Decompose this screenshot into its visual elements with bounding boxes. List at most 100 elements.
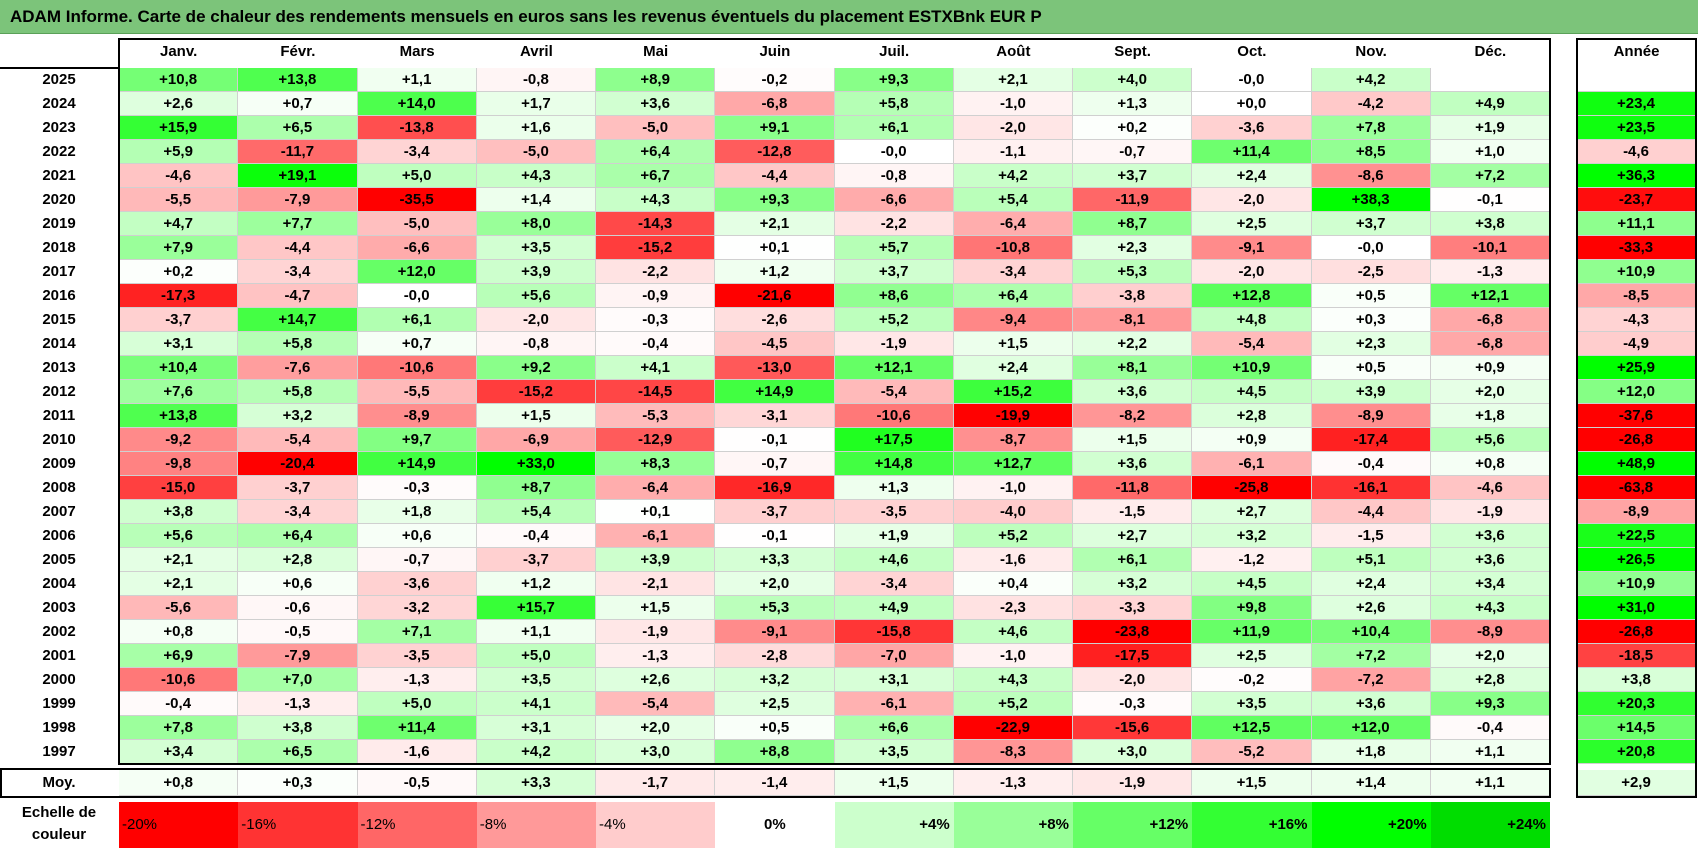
heatmap-cell: -1,9 (1430, 500, 1550, 524)
row-year-label: 2001 (42, 647, 76, 664)
heatmap-cell: +0,9 (1192, 428, 1312, 452)
heatmap-cell: +11,4 (1192, 140, 1312, 164)
heatmap-cell: -1,0 (953, 476, 1073, 500)
heatmap-cell: +3,6 (596, 92, 716, 116)
heatmap-cell: -6,8 (1430, 308, 1550, 332)
heatmap-cell: +15,9 (119, 116, 239, 140)
heatmap-cell: +8,7 (476, 476, 596, 500)
heatmap-cell: -8,9 (1430, 620, 1550, 644)
annual-cell: +10,9 (1577, 260, 1696, 284)
heatmap-cell: -0,0 (834, 140, 954, 164)
column-header: Sept. (1114, 43, 1151, 60)
annual-cell: -63,8 (1577, 476, 1696, 500)
heatmap-cell: -3,6 (357, 572, 477, 596)
heatmap-cell: +1,8 (1430, 404, 1550, 428)
heatmap-cell: +6,4 (953, 284, 1073, 308)
heatmap-cell: +9,2 (476, 356, 596, 380)
row-year-label: 2007 (42, 503, 76, 520)
heatmap-cell: +0,5 (1311, 284, 1431, 308)
heatmap-cell: +5,2 (953, 692, 1073, 716)
heatmap-cell: +1,5 (476, 404, 596, 428)
heatmap-cell: +3,1 (119, 332, 239, 356)
heatmap-cell: -0,4 (596, 332, 716, 356)
heatmap-cell: +14,0 (357, 92, 477, 116)
heatmap-cell: +1,1 (1430, 740, 1550, 764)
heatmap-cell: +1,5 (953, 332, 1073, 356)
heatmap-cell: +0,6 (357, 524, 477, 548)
row-year-label: 2005 (42, 551, 76, 568)
heatmap-cell: +0,8 (119, 620, 239, 644)
heatmap-cell: +3,9 (1311, 380, 1431, 404)
color-scale-label: Echelle de couleur (0, 802, 118, 848)
heatmap-cell: +3,2 (1192, 524, 1312, 548)
heatmap-cell: +2,0 (1430, 644, 1550, 668)
heatmap-cell: +2,3 (1311, 332, 1431, 356)
color-scale-swatch: +16% (1192, 802, 1312, 848)
heatmap-cell: -1,2 (1192, 548, 1312, 572)
heatmap-cell: -1,6 (953, 548, 1073, 572)
heatmap-cell: -8,2 (1073, 404, 1193, 428)
heatmap-cell: +8,1 (1073, 356, 1193, 380)
heatmap-cell: +5,7 (834, 236, 954, 260)
heatmap-cell: -4,4 (1311, 500, 1431, 524)
heatmap-cell: -1,0 (953, 644, 1073, 668)
heatmap-cell: +1,2 (476, 572, 596, 596)
heatmap-cell: +9,3 (715, 188, 835, 212)
color-scale-swatch: -4% (596, 802, 716, 848)
heatmap-cell: +3,6 (1311, 692, 1431, 716)
heatmap-cell: -3,3 (1073, 596, 1193, 620)
heatmap-cell: -6,6 (357, 236, 477, 260)
heatmap-cell: +0,7 (238, 92, 358, 116)
heatmap-cell: -17,3 (119, 284, 239, 308)
heatmap-cell: -6,1 (596, 524, 716, 548)
heatmap-cell: -1,3 (357, 668, 477, 692)
heatmap-cell: +11,9 (1192, 620, 1312, 644)
color-scale-swatch: +8% (953, 802, 1073, 848)
heatmap-cell: +1,3 (834, 476, 954, 500)
heatmap-cell: -5,6 (119, 596, 239, 620)
heatmap-cell: +5,0 (357, 692, 477, 716)
heatmap-cell: -1,9 (834, 332, 954, 356)
heatmap-cell: -15,2 (476, 380, 596, 404)
heatmap-cell: +2,5 (1192, 644, 1312, 668)
heatmap-cell: -1,6 (357, 740, 477, 764)
heatmap-cell: +6,1 (834, 116, 954, 140)
heatmap-cell: +0,5 (1311, 356, 1431, 380)
heatmap-cell: +14,7 (238, 308, 358, 332)
heatmap-cell: +1,1 (476, 620, 596, 644)
heatmap-cell: -11,8 (1073, 476, 1193, 500)
row-year-label: 2003 (42, 599, 76, 616)
heatmap-cell: +8,3 (596, 452, 716, 476)
heatmap-cell: +6,1 (357, 308, 477, 332)
heatmap-cell: +1,5 (596, 596, 716, 620)
heatmap-cell: -3,4 (357, 140, 477, 164)
color-scale-label-line2: couleur (31, 826, 87, 843)
heatmap-cell: -12,8 (715, 140, 835, 164)
heatmap-cell: +1,1 (357, 68, 477, 92)
row-year-label: 2025 (42, 71, 76, 88)
heatmap-cell: +3,8 (119, 500, 239, 524)
heatmap-cell: -4,4 (238, 236, 358, 260)
heatmap-cell: +5,0 (476, 644, 596, 668)
heatmap-cell: +7,2 (1430, 164, 1550, 188)
heatmap-cell: +6,7 (596, 164, 716, 188)
heatmap-cell: +0,1 (596, 500, 716, 524)
heatmap-cell: -0,8 (476, 68, 596, 92)
annual-cell: -37,6 (1577, 404, 1696, 428)
heatmap-cell: -0,9 (596, 284, 716, 308)
annual-cell: +22,5 (1577, 524, 1696, 548)
annual-cell: -33,3 (1577, 236, 1696, 260)
row-year-label: 2013 (42, 359, 76, 376)
heatmap-cell: +4,0 (1073, 68, 1193, 92)
heatmap-cell: +3,5 (476, 668, 596, 692)
heatmap-cell: +19,1 (238, 164, 358, 188)
heatmap-cell: +5,8 (238, 380, 358, 404)
heatmap-cell: +3,4 (119, 740, 239, 764)
heatmap-cell: -3,4 (953, 260, 1073, 284)
heatmap-cell: +5,4 (476, 500, 596, 524)
heatmap-cell: +4,2 (953, 164, 1073, 188)
heatmap-cell: +12,8 (1192, 284, 1312, 308)
heatmap-cell: -8,3 (953, 740, 1073, 764)
heatmap-cell: +3,2 (715, 668, 835, 692)
average-cell: -1,3 (953, 770, 1073, 796)
